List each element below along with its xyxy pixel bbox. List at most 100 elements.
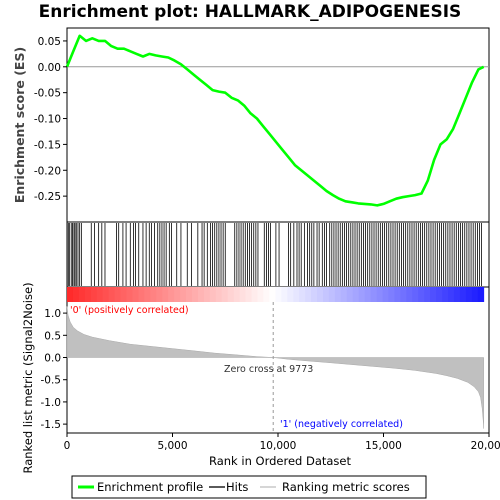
heatmap-cell [144, 287, 151, 302]
x-tick-label: 0 [64, 440, 71, 452]
heatmap-cell [275, 287, 282, 302]
heatmap-cell [150, 287, 157, 302]
legend-label-hits: Hits [226, 480, 248, 494]
es-y-tick-label: 0.00 [38, 62, 61, 74]
heatmap-cell [162, 287, 169, 302]
heatmap-cell [287, 287, 294, 302]
heatmap-cell [126, 287, 133, 302]
heatmap-cell [72, 287, 80, 302]
heatmap-cell [412, 287, 419, 302]
heatmap-cell [293, 287, 300, 302]
x-axis-title: Rank in Ordered Dataset [209, 454, 352, 468]
heatmap-cell [281, 287, 288, 302]
heatmap-cell [209, 287, 217, 302]
es-panel-frame [66, 27, 490, 223]
heatmap-cell [84, 287, 92, 302]
hits-group [67, 223, 483, 286]
rank-y-axis-title: Ranked list metric (Signal2Noise) [21, 282, 35, 473]
es-y-tick-label: -0.25 [34, 191, 61, 203]
heatmap-cell [227, 287, 235, 302]
legend-label-metric: Ranking metric scores [282, 480, 410, 494]
heatmap-cell [96, 287, 104, 302]
legend-box [71, 475, 427, 499]
rank-y-tick-label: -1.0 [41, 397, 62, 409]
es-y-tick-label: -0.10 [34, 114, 61, 126]
heatmap-cell [102, 287, 110, 302]
rank-y-tick-label: -1.5 [41, 419, 62, 431]
heatmap-cell [388, 287, 395, 302]
heatmap-cell [263, 287, 270, 302]
heatmap-cell [406, 287, 413, 302]
heatmap-cell [453, 287, 461, 302]
rank-y-tick-label: -0.5 [41, 375, 62, 387]
heatmap-cell [215, 287, 223, 302]
heatmap-cell [465, 287, 473, 302]
heatmap-cell [352, 287, 360, 302]
heatmap-cell [424, 287, 431, 302]
heatmap-cell [448, 287, 455, 302]
es-y-tick-label: -0.20 [34, 165, 61, 177]
heatmap-cell [197, 287, 205, 302]
heatmap-cell [186, 287, 193, 302]
heatmap-cell [192, 287, 199, 302]
heatmap-cell [90, 287, 98, 302]
es-y-axis-title: Enrichment score (ES) [12, 47, 27, 203]
heatmap-cell [245, 287, 252, 302]
es-y-tick-label: -0.15 [34, 139, 61, 151]
heatmap-cell [459, 287, 467, 302]
heatmap-cell [322, 287, 330, 302]
heatmap-cell [305, 287, 312, 302]
rank-y-tick-label: 1.0 [44, 308, 61, 320]
neg-correlated-label: '1' (negatively correlated) [280, 419, 403, 430]
x-tick-label: 15,000 [365, 440, 402, 452]
heatmap-cell [67, 287, 74, 302]
es-y-tick-label: 0.05 [38, 36, 61, 48]
heatmap-cell [340, 287, 348, 302]
heatmap-cell [257, 287, 264, 302]
heatmap-cell [317, 287, 324, 302]
heatmap-cell [436, 287, 443, 302]
heatmap-cell [334, 287, 342, 302]
heatmap-cell [203, 287, 211, 302]
heatmap-cell [471, 287, 479, 302]
heatmap-cell [418, 287, 425, 302]
heatmap-cell [108, 287, 116, 302]
axis-ticks: 0.05 0.00 -0.05 -0.10 -0.15 -0.20 -0.25 1.0 0.5 0… [34, 36, 500, 452]
legend-label-enrichment: Enrichment profile [97, 480, 203, 494]
heatmap-cell [239, 287, 246, 302]
heatmap-cell [114, 287, 121, 302]
heatmap-cell [156, 287, 163, 302]
heatmap-cell [180, 287, 187, 302]
zero-cross-label: Zero cross at 9773 [224, 364, 313, 375]
rank-heatmap-bar [67, 287, 485, 302]
metric-area-group [66, 302, 484, 433]
heatmap-cell [370, 287, 377, 302]
heatmap-cell [311, 287, 318, 302]
heatmap-cell [328, 287, 336, 302]
heatmap-cell [382, 287, 389, 302]
enrichment-profile-line [65, 34, 485, 207]
heatmap-cell [400, 287, 407, 302]
heatmap-cell [233, 287, 241, 302]
heatmap-cell [78, 287, 86, 302]
heatmap-cell [477, 287, 485, 302]
heatmap-cell [251, 287, 258, 302]
heatmap-cell [394, 287, 401, 302]
heatmap-cell [376, 287, 383, 302]
x-tick-label: 10,000 [260, 440, 297, 452]
x-tick-label: 20,000 [471, 440, 500, 452]
rank-y-tick-label: 0.5 [44, 330, 61, 342]
es-curve-group [65, 34, 485, 207]
es-y-tick-label: -0.05 [34, 88, 61, 100]
heatmap-cell [120, 287, 127, 302]
heatmap-cell [168, 287, 175, 302]
heatmap-cell [299, 287, 306, 302]
heatmap-cell [221, 287, 229, 302]
heatmap-cell [269, 287, 276, 302]
heatmap-cell [346, 287, 354, 302]
chart-title: Enrichment plot: HALLMARK_ADIPOGENESIS [39, 2, 462, 22]
heatmap-cell [138, 287, 145, 302]
heatmap-cell [430, 287, 437, 302]
legend: Enrichment profile Hits Ranking metric s… [71, 475, 427, 499]
